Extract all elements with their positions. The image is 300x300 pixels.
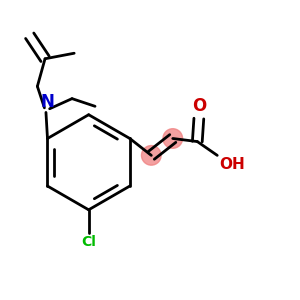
Circle shape: [163, 129, 183, 148]
Circle shape: [142, 146, 161, 165]
Text: O: O: [192, 97, 206, 115]
Text: Cl: Cl: [81, 235, 96, 249]
Text: OH: OH: [219, 157, 244, 172]
Text: N: N: [40, 93, 54, 111]
